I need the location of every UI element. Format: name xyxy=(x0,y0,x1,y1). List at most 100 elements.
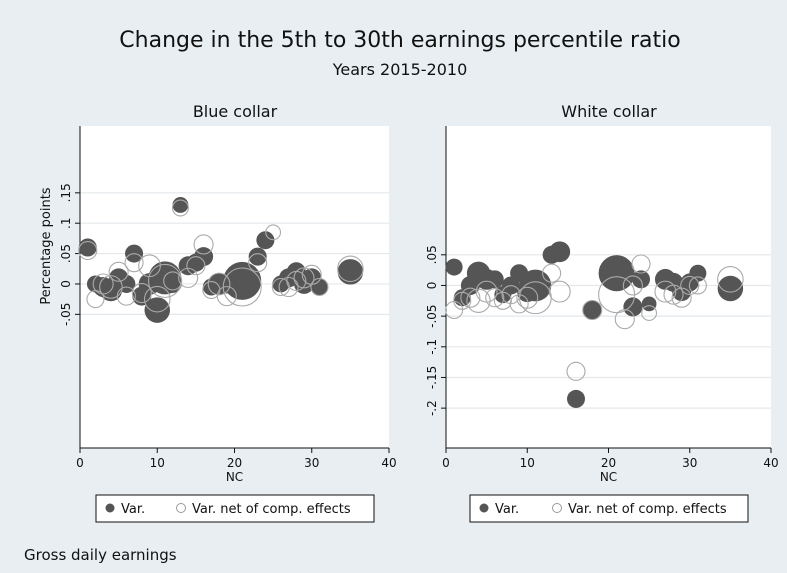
point-var-net xyxy=(143,285,171,313)
point-var-net xyxy=(99,275,123,299)
point-var-net xyxy=(293,267,315,289)
legend-filled-marker xyxy=(105,503,115,513)
point-var xyxy=(144,297,170,323)
point-var-net xyxy=(171,199,189,217)
point-var-net xyxy=(186,256,206,276)
panel-blue-collar: Blue collar Percentage points -.05 0 .05 .1… xyxy=(39,102,397,484)
point-var-net xyxy=(163,271,183,291)
point-var-net xyxy=(542,263,562,283)
point-var-net xyxy=(86,290,105,309)
point-var-net xyxy=(178,267,199,288)
point-var-net xyxy=(193,234,214,255)
legend-label-var-net: Var. net of comp. effects xyxy=(192,502,351,517)
legend-blue-collar: Var. Var. net of comp. effects xyxy=(95,494,375,523)
point-var-net xyxy=(108,261,129,282)
x-tick-label: 0 xyxy=(76,456,84,470)
point-var-net xyxy=(548,280,571,303)
point-var xyxy=(631,270,651,289)
point-var-net xyxy=(688,276,707,295)
point-var-net xyxy=(271,277,290,297)
point-var xyxy=(516,281,538,303)
point-var xyxy=(641,296,657,312)
point-var-net xyxy=(663,284,684,305)
legend-white-collar: Var. Var. net of comp. effects xyxy=(469,494,749,523)
point-var xyxy=(598,255,635,292)
point-var-net xyxy=(466,288,491,313)
chart-note: Gross daily earnings xyxy=(24,546,177,564)
point-var-net xyxy=(92,273,114,295)
legend-hollow-marker xyxy=(552,503,562,513)
point-var xyxy=(542,245,561,264)
point-var-net xyxy=(493,291,512,310)
point-var-net xyxy=(485,288,505,308)
point-var-net xyxy=(138,254,161,278)
x-tick-label: 40 xyxy=(381,456,396,470)
x-tick-label: 10 xyxy=(520,456,535,470)
point-var xyxy=(172,197,189,213)
legend-label-var-net: Var. net of comp. effects xyxy=(568,502,727,517)
x-axis-label: NC xyxy=(600,470,617,484)
y-tick-label: -.2 xyxy=(425,400,439,416)
legend-label-var: Var. xyxy=(495,502,519,517)
point-var xyxy=(310,278,328,296)
point-var-net xyxy=(680,275,700,296)
point-var-net xyxy=(337,255,364,283)
point-var xyxy=(485,270,504,289)
panel-title: White collar xyxy=(561,102,657,121)
x-axis-label: NC xyxy=(226,470,243,484)
y-tick-label: 0 xyxy=(59,280,73,288)
point-var xyxy=(248,247,267,266)
point-var-net xyxy=(509,294,529,314)
x-tick-label: 20 xyxy=(227,456,242,470)
point-var-net xyxy=(207,272,231,296)
y-tick-label: 0 xyxy=(425,282,439,290)
x-tick-label: 0 xyxy=(442,456,450,470)
x-tick-label: 30 xyxy=(304,456,319,470)
y-axis-label: Percentage points xyxy=(39,187,54,304)
point-var-net xyxy=(582,299,603,321)
y-tick-label: -.05 xyxy=(425,304,439,327)
point-var-net xyxy=(622,275,643,296)
legend-hollow-marker xyxy=(176,503,186,513)
point-var xyxy=(623,297,643,317)
point-var-net xyxy=(717,266,744,293)
point-var-net xyxy=(453,291,472,310)
point-var xyxy=(256,231,275,250)
y-tick-label: .1 xyxy=(59,217,73,228)
chart-title: Change in the 5th to 30th earnings perce… xyxy=(119,28,680,53)
y-tick-label: .05 xyxy=(425,245,439,264)
point-var xyxy=(582,300,602,320)
point-var-net xyxy=(116,286,136,306)
point-var-net xyxy=(265,224,282,241)
point-var-net xyxy=(124,253,144,273)
chart-subtitle: Years 2015-2010 xyxy=(332,60,468,79)
legend-label-var: Var. xyxy=(121,502,145,517)
point-var xyxy=(217,274,237,294)
legend-filled-marker xyxy=(479,503,489,513)
x-tick-label: 20 xyxy=(601,456,616,470)
point-var-net xyxy=(248,253,268,273)
point-var-net xyxy=(131,283,152,304)
point-var-net xyxy=(641,305,658,321)
legend-box xyxy=(95,494,375,523)
y-tick-label: -.15 xyxy=(425,366,439,389)
point-var-net xyxy=(78,240,98,261)
point-var-net xyxy=(614,309,635,330)
point-var-net xyxy=(631,254,651,274)
x-tick-label: 30 xyxy=(682,456,697,470)
point-var xyxy=(510,264,529,283)
x-tick-label: 10 xyxy=(150,456,165,470)
point-var xyxy=(717,275,744,302)
y-tick-label: .15 xyxy=(59,183,73,202)
x-tick-label: 40 xyxy=(763,456,778,470)
point-var-net xyxy=(654,280,677,303)
point-var xyxy=(566,389,586,408)
legend-box xyxy=(469,494,749,523)
panel-white-collar: White collar -.2 -.15 -.1 -.05 0 .05 0 10 20 30 40… xyxy=(425,102,779,484)
y-tick-label: -.05 xyxy=(59,303,73,326)
y-tick-label: -.1 xyxy=(425,339,439,355)
point-var xyxy=(337,259,364,285)
point-var-net xyxy=(278,276,299,298)
panel-title: Blue collar xyxy=(193,102,278,121)
